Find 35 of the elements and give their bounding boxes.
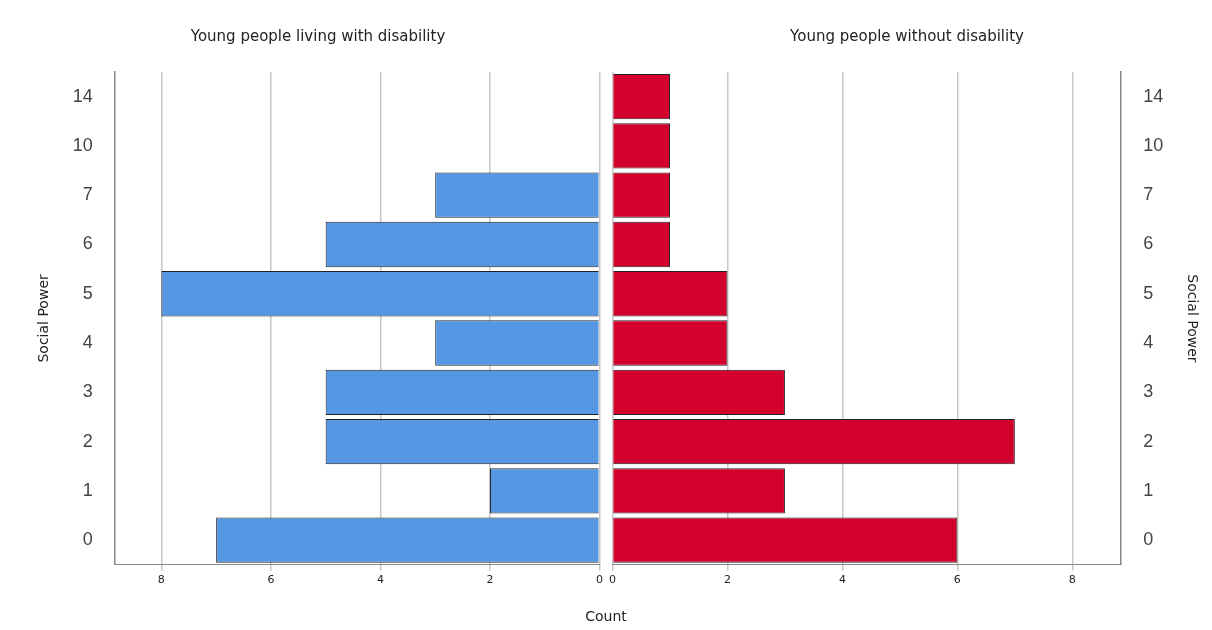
y-tick-label: 6 [1143,233,1154,254]
y-tick-label: 5 [1143,282,1154,303]
x-tick-label: 6 [953,573,961,587]
y-axis-title: Social Power [35,274,52,363]
y-tick-label: 0 [1143,529,1154,550]
y-tick-label: 10 [1143,134,1164,155]
y-tick-label: 5 [82,282,93,303]
y2-axis-title: Social Power [1184,274,1201,363]
x-tick-label: 4 [838,573,846,587]
y-tick-label: 14 [1143,85,1164,106]
y-tick-label: 1 [82,479,93,500]
y-tick-label: 3 [1143,381,1154,402]
x-tick-label: 2 [486,573,494,587]
y-tick-label: 7 [82,184,93,205]
y-tick-label: 4 [82,332,93,353]
y-tick-label: 0 [82,529,93,550]
x-tick-label: 8 [157,573,165,587]
y-tick-label: 4 [1143,332,1154,353]
y-tick-label: 10 [72,134,93,155]
y-tick-label: 2 [82,430,93,451]
x-tick-label: 6 [267,573,275,587]
chart-title: Young people living with disability [189,26,446,45]
x-tick-label: 8 [1068,573,1076,587]
y-tick-label: 2 [1143,430,1154,451]
x-tick-label: 0 [596,573,603,587]
x-tick-label: 0 [609,573,616,587]
y-tick-label: 6 [82,233,93,254]
y-tick-label: 3 [82,381,93,402]
y-tick-label: 14 [72,85,93,106]
x-tick-label: 2 [723,573,731,587]
chart-title: Young people without disability [789,26,1025,45]
x-axis-title: Count [584,608,628,624]
x-tick-label: 4 [376,573,384,587]
y-tick-label: 1 [1143,479,1154,500]
y-tick-label: 7 [1143,184,1154,205]
